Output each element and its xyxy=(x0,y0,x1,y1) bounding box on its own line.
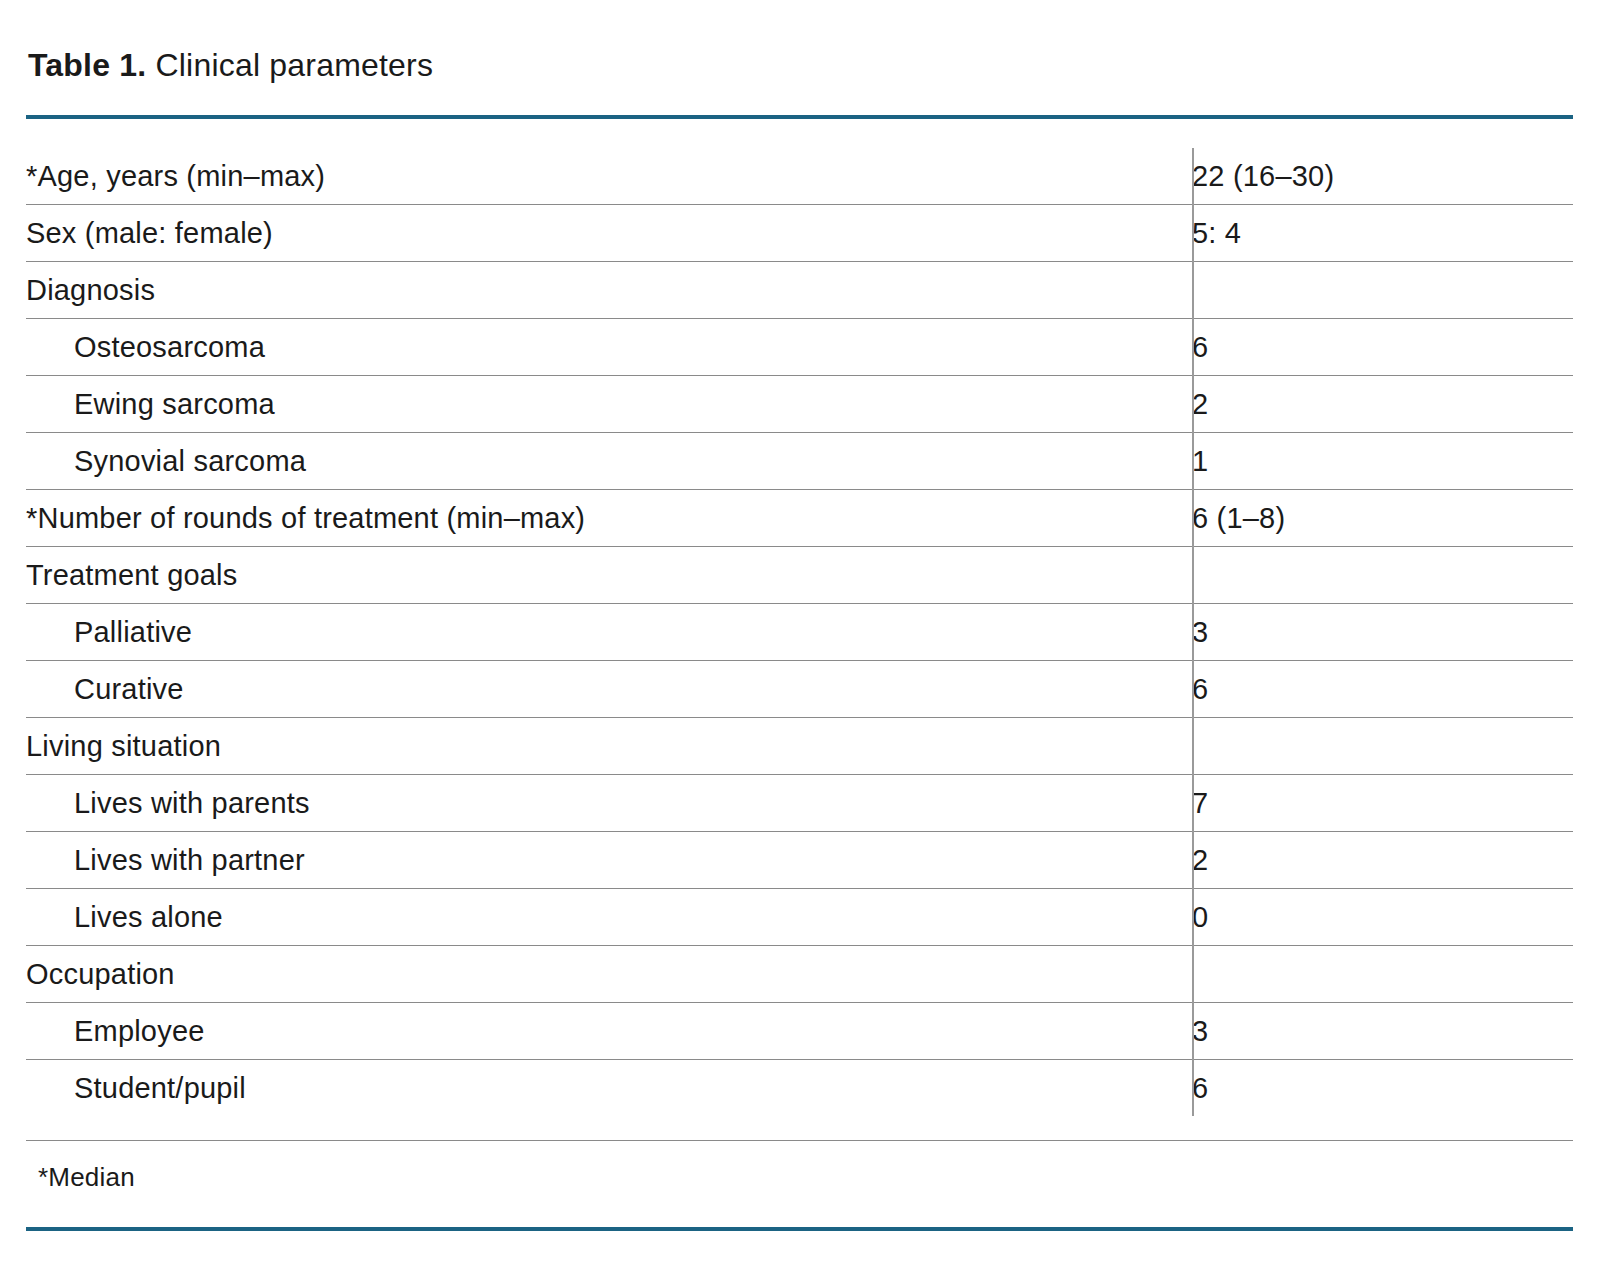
row-value: 6 xyxy=(1192,661,1573,718)
row-value xyxy=(1192,946,1573,1003)
table-title-text: Clinical parameters xyxy=(155,47,433,83)
row-label: *Age, years (min–max) xyxy=(26,148,1192,205)
row-label: Ewing sarcoma xyxy=(26,376,1192,433)
row-value: 22 (16–30) xyxy=(1192,148,1573,205)
row-label: Lives alone xyxy=(26,889,1192,946)
row-value: 2 xyxy=(1192,832,1573,889)
row-label: Employee xyxy=(26,1003,1192,1060)
row-value: 2 xyxy=(1192,376,1573,433)
row-label: Treatment goals xyxy=(26,547,1192,604)
row-label: Lives with partner xyxy=(26,832,1192,889)
table-title-label: Table 1. xyxy=(28,47,146,83)
row-label: Palliative xyxy=(26,604,1192,661)
row-value: 7 xyxy=(1192,775,1573,832)
row-label: Lives with parents xyxy=(26,775,1192,832)
footnote: *Median xyxy=(38,1161,1573,1193)
table-row: Diagnosis xyxy=(26,262,1573,319)
table-row: Treatment goals xyxy=(26,547,1573,604)
row-value: 3 xyxy=(1192,604,1573,661)
table-row: Ewing sarcoma 2 xyxy=(26,376,1573,433)
row-value: 6 xyxy=(1192,1060,1573,1117)
row-value: 6 xyxy=(1192,319,1573,376)
column-divider xyxy=(1192,148,1194,1116)
table-row: Lives with partner 2 xyxy=(26,832,1573,889)
clinical-parameters-table: *Age, years (min–max) 22 (16–30) Sex (ma… xyxy=(26,148,1573,1116)
table-row: Lives with parents 7 xyxy=(26,775,1573,832)
row-label: *Number of rounds of treatment (min–max) xyxy=(26,490,1192,547)
table-title: Table 1. Clinical parameters xyxy=(28,46,1573,84)
table-row: Synovial sarcoma 1 xyxy=(26,433,1573,490)
table-row: Lives alone 0 xyxy=(26,889,1573,946)
row-value: 0 xyxy=(1192,889,1573,946)
row-label: Student/pupil xyxy=(26,1060,1192,1117)
bottom-rule xyxy=(26,1227,1573,1231)
row-value: 6 (1–8) xyxy=(1192,490,1573,547)
row-value xyxy=(1192,718,1573,775)
row-label: Occupation xyxy=(26,946,1192,1003)
row-value: 5: 4 xyxy=(1192,205,1573,262)
table-row: *Age, years (min–max) 22 (16–30) xyxy=(26,148,1573,205)
row-label: Curative xyxy=(26,661,1192,718)
row-label: Living situation xyxy=(26,718,1192,775)
table-row: Occupation xyxy=(26,946,1573,1003)
row-value xyxy=(1192,547,1573,604)
row-value xyxy=(1192,262,1573,319)
table-body: *Age, years (min–max) 22 (16–30) Sex (ma… xyxy=(26,119,1573,1141)
table-row: Sex (male: female) 5: 4 xyxy=(26,205,1573,262)
table-row: *Number of rounds of treatment (min–max)… xyxy=(26,490,1573,547)
page: Table 1. Clinical parameters *Age, years… xyxy=(0,0,1600,1273)
row-label: Diagnosis xyxy=(26,262,1192,319)
table-row: Student/pupil 6 xyxy=(26,1060,1573,1117)
row-label: Sex (male: female) xyxy=(26,205,1192,262)
row-value: 1 xyxy=(1192,433,1573,490)
row-value: 3 xyxy=(1192,1003,1573,1060)
row-label: Synovial sarcoma xyxy=(26,433,1192,490)
row-label: Osteosarcoma xyxy=(26,319,1192,376)
table-row: Curative 6 xyxy=(26,661,1573,718)
table-row: Palliative 3 xyxy=(26,604,1573,661)
table-row: Employee 3 xyxy=(26,1003,1573,1060)
table-row: Living situation xyxy=(26,718,1573,775)
table-row: Osteosarcoma 6 xyxy=(26,319,1573,376)
